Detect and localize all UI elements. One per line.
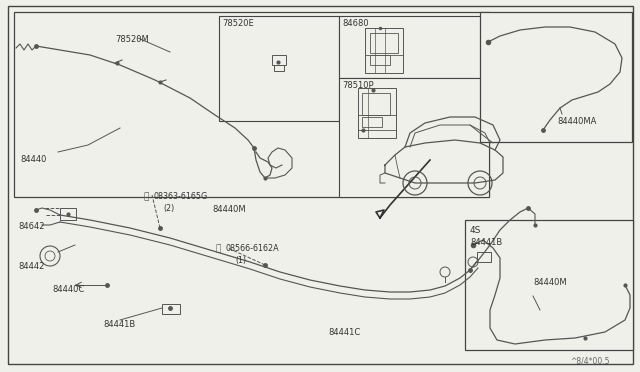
Bar: [358, 88, 396, 138]
Bar: [362, 93, 390, 115]
Bar: [339, 16, 489, 78]
Bar: [60, 208, 76, 220]
Bar: [362, 117, 382, 127]
Text: 78520E: 78520E: [222, 19, 253, 28]
Bar: [219, 16, 339, 121]
Bar: [480, 12, 632, 142]
Text: 84642: 84642: [18, 222, 45, 231]
Text: 78510P: 78510P: [342, 81, 374, 90]
Bar: [274, 65, 284, 71]
Text: 84440MA: 84440MA: [557, 117, 596, 126]
Text: 84441C: 84441C: [328, 328, 360, 337]
Text: 84440: 84440: [20, 155, 46, 164]
Bar: [370, 55, 390, 65]
Bar: [339, 78, 489, 197]
Text: (1): (1): [235, 256, 246, 265]
Text: 4S: 4S: [470, 226, 481, 235]
Text: (2): (2): [163, 204, 174, 213]
Text: Ⓢ: Ⓢ: [215, 244, 220, 253]
Bar: [477, 252, 491, 262]
Bar: [465, 220, 633, 350]
Text: 84440M: 84440M: [533, 278, 566, 287]
Text: 78520M: 78520M: [115, 35, 148, 44]
Bar: [272, 55, 286, 65]
Text: Ⓢ: Ⓢ: [143, 192, 148, 201]
Text: 84441B: 84441B: [470, 238, 502, 247]
Text: 84441B: 84441B: [103, 320, 135, 329]
Text: 84442: 84442: [18, 262, 44, 271]
Text: 84680: 84680: [342, 19, 369, 28]
Bar: [162, 304, 180, 314]
Bar: [14, 12, 489, 197]
Bar: [365, 28, 403, 73]
Text: ^8/4*00.5: ^8/4*00.5: [570, 357, 609, 366]
Text: 08566-6162A: 08566-6162A: [225, 244, 278, 253]
Text: 08363-6165G: 08363-6165G: [153, 192, 207, 201]
Bar: [370, 33, 398, 53]
Text: 84440M: 84440M: [212, 205, 246, 214]
Text: 84440C: 84440C: [52, 285, 84, 294]
